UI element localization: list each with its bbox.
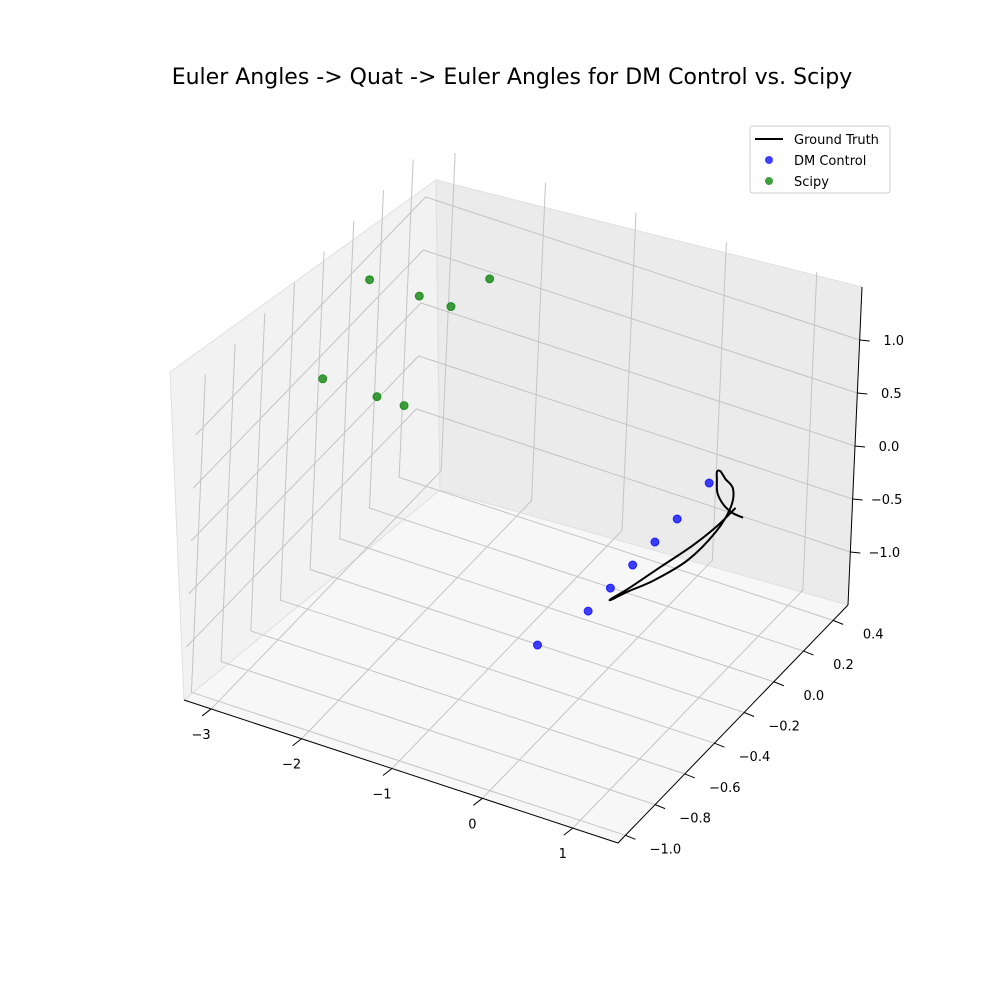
- y-tick-label: −0.8: [679, 812, 711, 827]
- tick-labels: −3−2−101 −1.0−0.8−0.6−0.4−0.20.00.20.4−1.…: [192, 334, 904, 862]
- y-tick-label: 0.4: [863, 627, 884, 642]
- y-tick-mark: [684, 773, 695, 779]
- y-tick-label: −0.2: [768, 719, 800, 734]
- y-tick-mark: [773, 681, 784, 687]
- legend-label-scipy: Scipy: [794, 175, 829, 190]
- y-tick-mark: [832, 619, 844, 625]
- x-tick-label: −2: [282, 758, 301, 773]
- dm-control-point: [605, 583, 615, 593]
- legend-box: [749, 125, 891, 194]
- x-tick-mark: [382, 768, 393, 776]
- dm-control-point: [628, 560, 638, 570]
- z-grid-line: [185, 408, 851, 648]
- chart-title: Euler Angles -> Quat -> Euler Angles for…: [172, 65, 853, 90]
- z-grid-line: [188, 355, 853, 595]
- scipy-point: [446, 302, 456, 312]
- x-tick-mark: [201, 708, 212, 717]
- z-grid-line: [192, 249, 858, 489]
- y-tick-mark: [803, 650, 814, 656]
- scipy-point: [414, 291, 424, 301]
- legend-marker-dm-control: [765, 156, 773, 164]
- legend-marker-scipy: [765, 177, 773, 185]
- z-tick-label: 0.0: [879, 440, 900, 455]
- scipy-point: [399, 401, 409, 411]
- y-tick-mark: [625, 834, 636, 840]
- x-tick-label: 0: [468, 817, 476, 832]
- plot-data: [318, 274, 744, 650]
- legend-label-ground-truth: Ground Truth: [794, 133, 879, 148]
- x-tick-label: 1: [559, 847, 567, 862]
- z-tick-mark: [850, 551, 861, 554]
- z-tick-label: 1.0: [883, 334, 904, 349]
- x-tick-mark: [473, 797, 483, 806]
- z-tick-mark: [852, 498, 863, 501]
- scipy-point: [372, 392, 382, 402]
- y-tick-mark: [714, 742, 725, 748]
- z-tick-label: −1.0: [869, 546, 901, 561]
- legend: Ground Truth DM Control Scipy: [749, 125, 891, 194]
- dm-control-point: [672, 514, 682, 524]
- dm-control-point: [650, 537, 660, 547]
- ground-truth-line: [608, 469, 744, 602]
- y-tick-label: −1.0: [650, 842, 682, 857]
- legend-label-dm-control: DM Control: [794, 154, 866, 169]
- x-tick-mark: [563, 827, 574, 836]
- y-tick-label: −0.4: [739, 750, 771, 765]
- scipy-point: [365, 275, 375, 285]
- z-tick-mark: [857, 392, 868, 395]
- x-axis-line: [183, 699, 619, 844]
- dm-control-point: [583, 606, 593, 616]
- y-tick-mark: [654, 804, 666, 810]
- z-tick-mark: [854, 445, 866, 448]
- y-tick-label: 0.0: [803, 689, 824, 704]
- z-grid-line: [195, 196, 860, 436]
- y-tick-mark: [743, 712, 755, 717]
- z-tick-label: −0.5: [871, 493, 903, 508]
- grid-lines: [185, 152, 860, 836]
- dm-control-point: [704, 478, 714, 488]
- scipy-point: [318, 374, 328, 384]
- z-tick-mark: [859, 339, 870, 342]
- y-tick-label: −0.6: [709, 781, 741, 796]
- x-tick-label: −1: [372, 788, 391, 803]
- y-tick-label: 0.2: [833, 658, 854, 673]
- x-tick-mark: [292, 738, 302, 747]
- x-tick-label: −3: [192, 728, 211, 743]
- y-axis-line: [617, 604, 849, 844]
- z-grid-line: [190, 302, 856, 542]
- z-tick-label: 0.5: [881, 387, 902, 402]
- scipy-point: [485, 274, 495, 284]
- dm-control-point: [532, 640, 542, 650]
